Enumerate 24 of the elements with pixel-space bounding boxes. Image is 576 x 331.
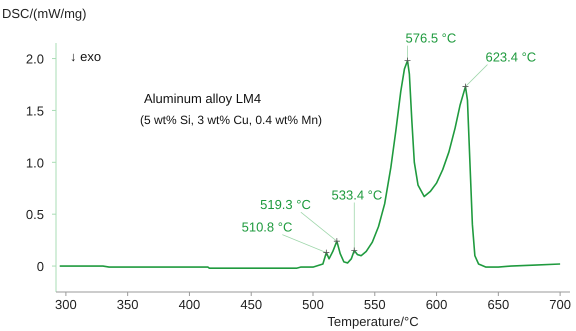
annotation: 623.4 °C	[485, 50, 536, 65]
annotation: 533.4 °C	[332, 188, 382, 202]
x-tick-label: 450	[240, 297, 262, 312]
x-tick-label: 650	[487, 297, 510, 312]
y-tick-label: 2.0	[26, 52, 44, 67]
x-tick-label: 350	[116, 297, 139, 312]
y-tick-label: 0.5	[26, 207, 44, 222]
annotation: (5 wt% Si, 3 wt% Cu, 0.4 wt% Mn)	[140, 113, 322, 127]
annotation: ↓ exo	[70, 49, 102, 64]
y-tick-label: 1.0	[26, 155, 44, 170]
x-tick-label: 500	[302, 297, 324, 312]
x-tick-label: 400	[178, 297, 200, 312]
annotation: 510.8 °C	[242, 220, 292, 235]
x-tick-label: 300	[55, 297, 77, 312]
annotation: 519.3 °C	[260, 197, 311, 212]
annotation: Aluminum alloy LM4	[144, 91, 262, 106]
x-tick-label: 550	[364, 297, 386, 312]
y-tick-label: 1.5	[26, 103, 44, 118]
x-axis-title: Temperature/°C	[327, 314, 419, 329]
y-axis-title: DSC/(mW/mg)	[2, 6, 86, 21]
annotation: 576.5 °C	[406, 30, 456, 46]
x-tick-label: 700	[549, 297, 571, 312]
x-tick-label: 600	[426, 297, 448, 312]
y-tick-label: 0	[36, 259, 44, 274]
